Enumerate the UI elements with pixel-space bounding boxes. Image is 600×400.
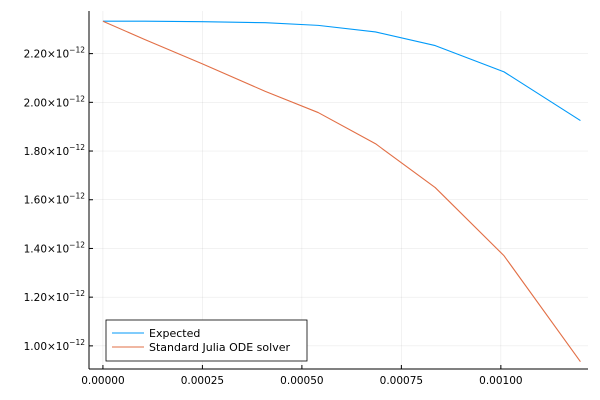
x-tick-label: 0.00100 <box>479 375 522 387</box>
y-tick-label: 2.20×10−12 <box>24 46 86 61</box>
y-tick-mantissa: 1.00×10 <box>24 341 70 353</box>
y-tick-label: 1.20×10−12 <box>24 289 86 304</box>
series-lines <box>102 20 581 363</box>
y-axis-ticks: 1.00×10−121.20×10−121.40×10−121.60×10−12… <box>24 46 93 353</box>
series-line-1 <box>102 20 581 363</box>
legend-label: Standard Julia ODE solver <box>149 341 290 354</box>
x-tick-label: 0.00025 <box>181 375 224 387</box>
x-axis-ticks: 0.00000 0.00025 0.00050 0.00075 0.00100 <box>81 365 523 387</box>
legend-box <box>105 319 308 362</box>
y-tick-mantissa: 2.00×10 <box>24 97 70 109</box>
y-tick-label: 2.00×10−12 <box>24 94 86 109</box>
y-tick-mantissa: 2.20×10 <box>24 49 70 61</box>
y-tick-exponent: −12 <box>69 240 85 249</box>
y-tick-exponent: −12 <box>69 143 85 152</box>
series-line-0 <box>102 20 581 122</box>
legend-label: Expected <box>149 327 200 340</box>
y-tick-mantissa: 1.80×10 <box>24 146 70 158</box>
y-tick-label: 1.60×10−12 <box>24 192 86 207</box>
x-tick-label: 0.00050 <box>280 375 323 387</box>
y-tick-exponent: −12 <box>69 94 85 103</box>
y-tick-label: 1.40×10−12 <box>24 240 86 255</box>
y-tick-label: 1.80×10−12 <box>24 143 86 158</box>
y-tick-mantissa: 1.60×10 <box>24 195 70 207</box>
y-tick-label: 1.00×10−12 <box>24 338 86 353</box>
y-tick-exponent: −12 <box>69 192 85 201</box>
x-tick-label: 0.00000 <box>81 375 124 387</box>
grid <box>89 11 588 369</box>
y-tick-mantissa: 1.20×10 <box>24 292 70 304</box>
axes <box>88 11 588 370</box>
y-tick-exponent: −12 <box>69 46 85 55</box>
x-tick-label: 0.00075 <box>380 375 423 387</box>
y-tick-exponent: −12 <box>69 338 85 347</box>
y-tick-exponent: −12 <box>69 289 85 298</box>
y-tick-mantissa: 1.40×10 <box>24 243 70 255</box>
